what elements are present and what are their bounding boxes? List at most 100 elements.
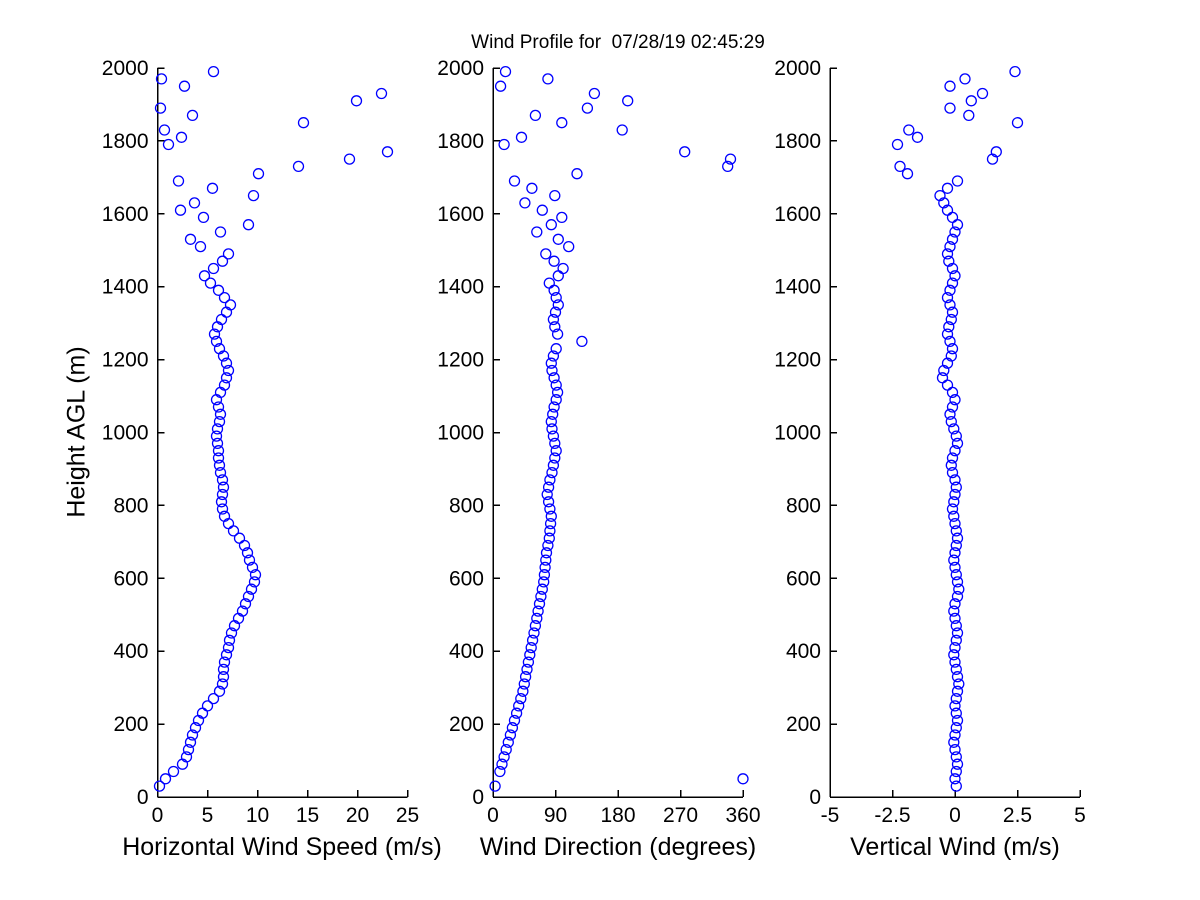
data-point-marker (541, 488, 553, 501)
data-point-marker (544, 474, 556, 486)
data-point-marker (510, 707, 523, 719)
data-point-marker (522, 656, 535, 668)
data-point-marker (722, 160, 734, 173)
y-tick-label: 600 (113, 567, 148, 590)
data-point-marker (552, 233, 564, 245)
y-tick-label: 200 (786, 713, 821, 736)
data-point-marker (557, 262, 569, 275)
data-series-wind-direction (489, 65, 749, 792)
data-point-marker (941, 182, 954, 194)
data-point-marker (990, 146, 1002, 158)
data-point-marker (548, 401, 560, 413)
data-point-marker (549, 437, 561, 450)
data-point-marker (207, 262, 220, 275)
data-point-marker (233, 532, 246, 544)
data-point-marker (616, 124, 628, 136)
data-point-marker (188, 197, 201, 209)
data-point-marker (950, 634, 962, 646)
data-point-marker (934, 189, 946, 202)
data-point-marker (938, 364, 950, 377)
x-tick-label: -5 (821, 804, 840, 827)
data-point-marker (220, 372, 233, 384)
data-point-marker (546, 423, 558, 435)
data-point-marker (547, 350, 560, 362)
data-point-marker (679, 146, 691, 158)
data-point-marker (724, 153, 737, 165)
data-point-marker (159, 773, 172, 785)
data-point-marker (515, 131, 528, 143)
data-point-marker (201, 700, 214, 712)
data-point-marker (535, 590, 547, 603)
data-point-marker (297, 117, 310, 129)
y-tick-label: 0 (137, 786, 149, 809)
data-point-marker (210, 335, 223, 348)
data-point-marker (949, 641, 961, 654)
data-point-marker (950, 525, 962, 537)
data-point-marker (946, 401, 959, 413)
data-point-marker (241, 547, 254, 559)
data-point-marker (162, 138, 175, 151)
data-point-marker (212, 452, 225, 464)
data-point-marker (526, 182, 538, 194)
y-tick-label: 800 (449, 494, 484, 517)
data-point-marker (950, 481, 962, 493)
data-point-marker (552, 299, 564, 311)
y-tick-label: 1400 (102, 276, 149, 299)
data-point-marker (894, 160, 906, 173)
data-point-marker (247, 189, 260, 202)
x-tick-label: 10 (246, 804, 269, 827)
data-point-marker (944, 408, 956, 420)
data-point-marker (245, 583, 258, 595)
data-point-marker (242, 590, 255, 603)
data-point-marker (536, 583, 548, 595)
data-point-marker (197, 211, 210, 224)
x-axis-label-horizontal-wind-speed: Horizontal Wind Speed (m/s) (122, 833, 442, 861)
data-point-marker (946, 466, 959, 479)
data-point-marker (513, 700, 525, 712)
data-point-marker (950, 780, 962, 792)
data-point-marker (186, 729, 199, 741)
data-point-marker (949, 270, 961, 282)
data-point-marker (544, 517, 557, 530)
y-tick-label: 400 (786, 640, 821, 663)
data-point-marker (949, 773, 961, 785)
data-point-marker (965, 95, 977, 107)
data-point-marker (953, 583, 965, 595)
data-point-marker (949, 598, 961, 610)
data-point-marker (950, 620, 962, 632)
data-point-marker (951, 714, 964, 727)
data-point-marker (508, 714, 521, 727)
data-point-marker (225, 627, 238, 639)
data-point-marker (215, 496, 228, 508)
data-point-marker (963, 109, 975, 122)
data-point-marker (536, 204, 548, 216)
data-point-marker (581, 102, 594, 114)
data-point-marker (951, 671, 964, 683)
x-axis-label-vertical-wind: Vertical Wind (m/s) (850, 833, 1060, 861)
data-point-marker (213, 459, 226, 471)
data-point-marker (951, 758, 964, 770)
data-point-marker (550, 343, 562, 355)
y-tick-label: 1000 (437, 422, 484, 445)
data-point-marker (220, 357, 233, 369)
x-tick-label: 2.5 (1003, 804, 1032, 827)
data-point-marker (525, 641, 537, 654)
data-point-marker (543, 532, 555, 544)
data-series-vertical-wind (891, 65, 1024, 792)
data-point-marker (949, 612, 961, 625)
data-point-marker (556, 117, 568, 129)
axes-vertical-wind (829, 67, 1081, 798)
data-point-marker (236, 605, 249, 617)
data-point-marker (901, 168, 914, 180)
y-tick-label: 1800 (774, 130, 821, 153)
data-point-marker (184, 233, 197, 245)
data-point-marker (551, 328, 564, 340)
data-point-marker (220, 649, 233, 661)
data-point-marker (343, 153, 356, 165)
data-point-marker (950, 663, 962, 676)
y-tick-label: 1400 (437, 276, 484, 299)
data-point-marker (217, 671, 230, 683)
data-point-marker (158, 124, 171, 136)
data-point-marker (550, 394, 562, 406)
y-tick-label: 1600 (102, 203, 149, 226)
